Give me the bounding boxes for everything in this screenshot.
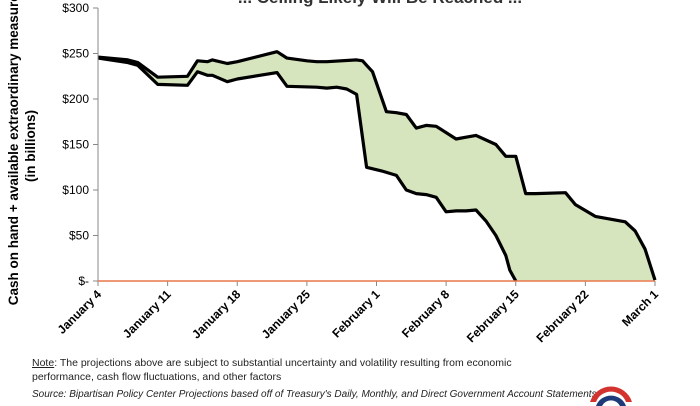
note-label: Note [32,357,55,369]
upper-projection-line [97,50,657,281]
chart-title: ... Ceiling Likely Will Be Reached ... [238,0,522,7]
x-tick-label: January 4 [55,287,105,337]
x-tick-label: January 18 [189,287,243,341]
y-tick-label: $50 [69,229,89,243]
x-tick-label: February 1 [329,287,383,341]
x-tick-label: February 22 [533,287,591,345]
x-tick-label: March 1 [619,287,661,329]
lower-projection-line [97,56,518,282]
y-tick-label: $150 [62,138,89,152]
y-tick-label: $300 [62,1,89,15]
y-tick-label: $250 [62,47,89,61]
y-axis-subtitle: (in billions) [23,110,38,182]
chart-note: Note: The projections above are subject … [32,356,552,384]
x-tick-label: January 11 [120,287,174,341]
projection-range-fill [98,51,655,282]
chart-source: Source: Bipartisan Policy Center Project… [32,389,597,400]
y-tick-label: $200 [62,92,89,106]
x-tick-label: February 8 [399,287,453,341]
y-tick-label: $100 [62,183,89,197]
bpc-logo [590,386,632,406]
note-text: : The projections above are subject to s… [32,357,512,383]
y-axis-title: Cash on hand + available extraordinary m… [6,0,21,305]
y-tick-label: $- [78,274,89,288]
x-tick-label: January 25 [259,287,313,341]
x-tick-label: February 15 [464,287,522,345]
